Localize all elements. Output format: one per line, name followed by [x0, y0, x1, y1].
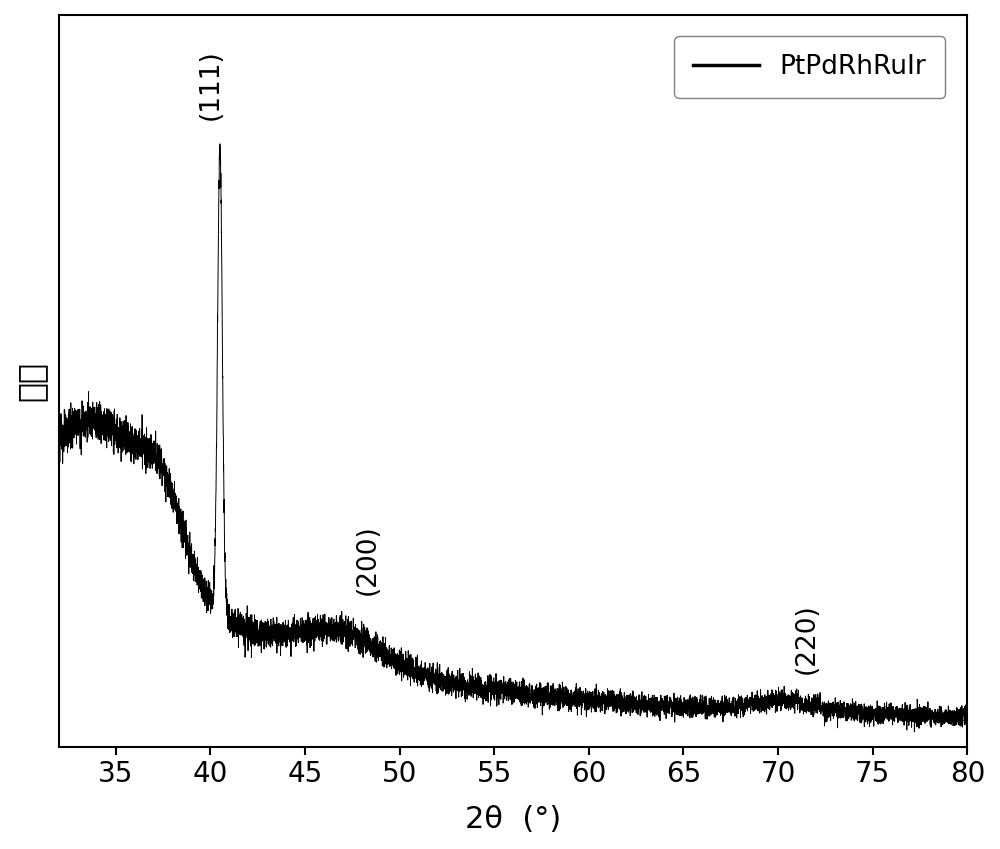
X-axis label: 2θ  (°): 2θ (°) — [465, 805, 561, 834]
Text: (220): (220) — [793, 604, 819, 674]
Legend: PtPdRhRuIr: PtPdRhRuIr — [674, 36, 945, 98]
Text: (200): (200) — [355, 524, 381, 595]
Text: (111): (111) — [197, 50, 223, 121]
Y-axis label: 强度: 强度 — [15, 361, 48, 401]
